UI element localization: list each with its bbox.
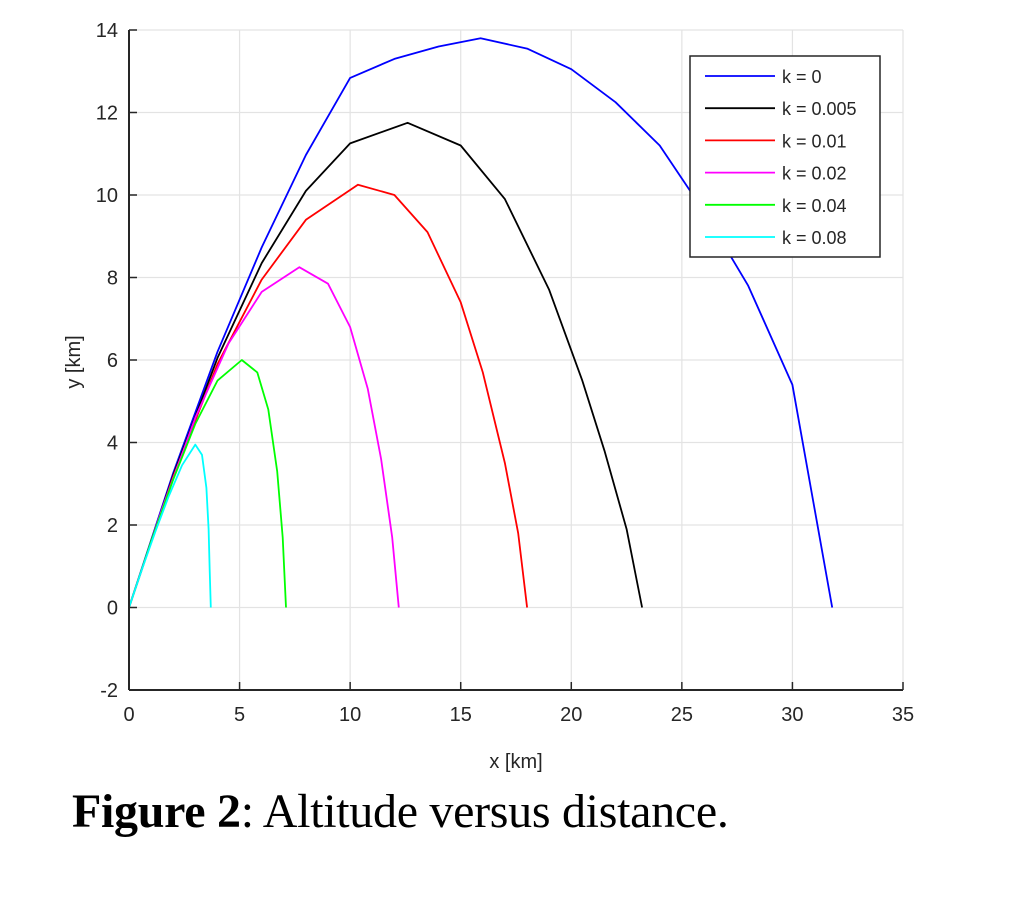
x-tick-label: 10 <box>339 704 361 726</box>
y-tick-label: -2 <box>100 680 118 702</box>
y-tick-label: 4 <box>107 433 118 455</box>
x-tick-label: 20 <box>560 704 582 726</box>
x-tick-label: 0 <box>123 704 134 726</box>
legend-label: k = 0.02 <box>782 164 847 184</box>
x-tick-label: 15 <box>450 704 472 726</box>
series-line <box>128 443 212 608</box>
x-tick-label: 25 <box>671 704 693 726</box>
series-line <box>128 359 287 608</box>
y-tick-label: 12 <box>96 103 118 125</box>
y-tick-label: 14 <box>96 20 118 42</box>
x-tick-label: 35 <box>892 704 914 726</box>
legend-box <box>689 55 881 258</box>
legend-label: k = 0 <box>782 67 822 87</box>
legend-label: k = 0.005 <box>782 99 857 119</box>
legend-label: k = 0.01 <box>782 131 847 151</box>
grid-lines <box>128 29 904 691</box>
figure-number: Figure 2 <box>72 785 241 838</box>
figure-caption: Figure 2: Altitude versus distance. <box>72 784 729 839</box>
series-line <box>128 266 400 608</box>
series-line <box>128 121 643 608</box>
y-axis-label: y [km] <box>63 335 85 388</box>
x-tick-label: 5 <box>234 704 245 726</box>
x-tick-label: 30 <box>781 704 803 726</box>
x-axis-label: x [km] <box>489 751 542 773</box>
y-tick-label: 10 <box>96 185 118 207</box>
y-tick-label: 8 <box>107 268 118 290</box>
legend-label: k = 0.08 <box>782 228 847 248</box>
caption-text: : Altitude versus distance. <box>240 785 729 838</box>
y-tick-label: 6 <box>107 350 118 372</box>
legend: k = 0 k = 0.005 k = 0.01 k = 0.02 k = 0.04 k … <box>689 55 881 258</box>
y-tick-label: 2 <box>107 515 118 537</box>
y-tick-label: 0 <box>107 598 118 620</box>
legend-label: k = 0.04 <box>782 196 847 216</box>
series-line <box>128 183 528 608</box>
